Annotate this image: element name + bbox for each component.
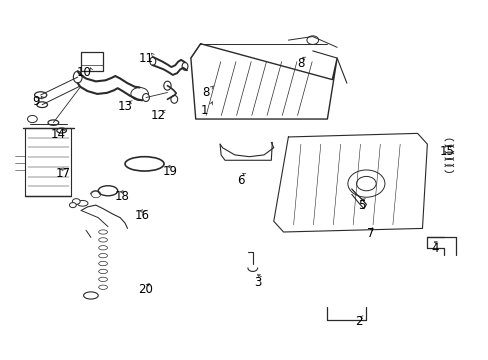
Ellipse shape: [73, 71, 82, 83]
Ellipse shape: [83, 292, 98, 299]
Text: 14: 14: [51, 127, 65, 141]
Bar: [25, 128, 71, 196]
Text: 15: 15: [439, 145, 454, 158]
Text: 4: 4: [430, 242, 438, 255]
Ellipse shape: [99, 230, 107, 234]
Circle shape: [347, 170, 384, 197]
Text: 13: 13: [117, 100, 132, 113]
Text: 10: 10: [77, 66, 92, 79]
Text: 8: 8: [202, 86, 209, 99]
Ellipse shape: [37, 102, 47, 108]
Ellipse shape: [99, 277, 107, 282]
Ellipse shape: [99, 246, 107, 250]
Ellipse shape: [99, 285, 107, 289]
Ellipse shape: [142, 94, 149, 102]
Circle shape: [131, 87, 148, 100]
Circle shape: [306, 36, 318, 44]
Text: 9: 9: [32, 95, 40, 108]
Text: 20: 20: [138, 283, 153, 296]
Ellipse shape: [99, 253, 107, 258]
Text: 11: 11: [138, 51, 153, 64]
Text: 8: 8: [297, 57, 304, 70]
Circle shape: [27, 116, 37, 123]
Text: 7: 7: [366, 227, 373, 240]
Text: 6: 6: [236, 174, 244, 186]
Text: 18: 18: [114, 190, 129, 203]
Ellipse shape: [163, 81, 171, 90]
Text: 3: 3: [254, 276, 261, 289]
Ellipse shape: [48, 120, 59, 125]
Bar: [81, 51, 103, 71]
Text: 16: 16: [134, 210, 149, 222]
Text: 17: 17: [56, 167, 70, 180]
Ellipse shape: [98, 186, 118, 196]
Circle shape: [69, 203, 76, 208]
Text: 12: 12: [150, 109, 165, 122]
Text: 5: 5: [357, 199, 365, 212]
Ellipse shape: [170, 95, 177, 103]
Circle shape: [356, 176, 375, 191]
Text: 19: 19: [163, 165, 178, 177]
Ellipse shape: [99, 238, 107, 242]
Ellipse shape: [99, 269, 107, 274]
Ellipse shape: [150, 57, 156, 66]
Ellipse shape: [125, 157, 163, 171]
Circle shape: [72, 199, 80, 204]
Ellipse shape: [182, 62, 187, 70]
Ellipse shape: [77, 201, 88, 206]
Ellipse shape: [99, 261, 107, 266]
Text: 2: 2: [355, 315, 362, 328]
Ellipse shape: [35, 92, 47, 98]
Text: 1: 1: [201, 104, 208, 117]
Ellipse shape: [57, 128, 66, 133]
